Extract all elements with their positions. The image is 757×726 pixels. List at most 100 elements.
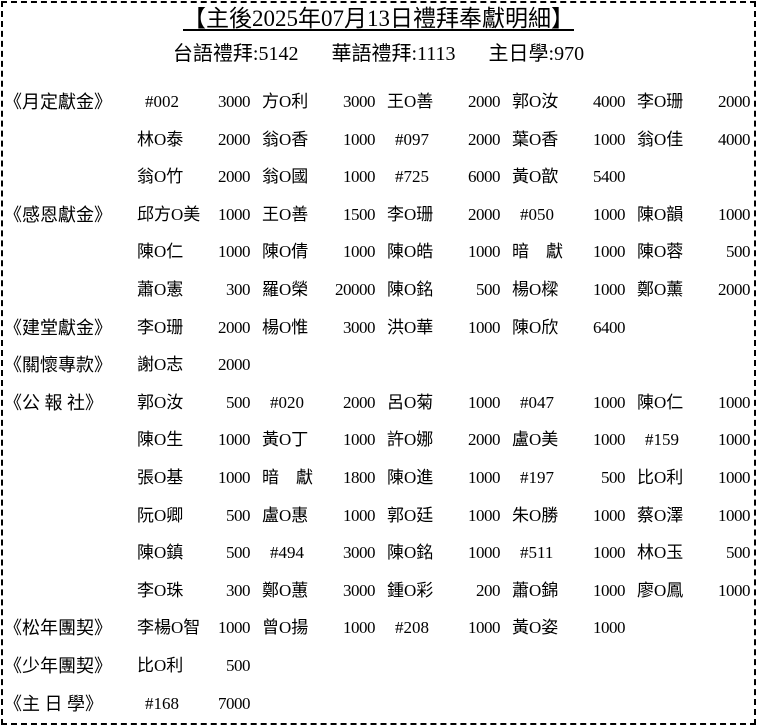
donor-name: #725	[395, 167, 429, 187]
offering-row: 《月定獻金》 #002 3000 方O利 3000 王O善 2000 郭O汝 4000 李O珊 20…	[0, 87, 757, 117]
donor-name: 翁O竹	[137, 167, 184, 187]
amount: 1000	[593, 242, 626, 262]
offering-entry: #511 1000	[512, 538, 626, 568]
donor-name: 陳O皓	[387, 242, 434, 262]
amount: 1000	[718, 505, 751, 525]
donor-name: 盧O惠	[262, 505, 309, 525]
donor-name: #208	[395, 618, 429, 638]
amount: 2000	[468, 204, 501, 224]
donor-name: #020	[270, 392, 304, 412]
offering-entry: 盧O惠 1000	[262, 501, 376, 531]
amount: 500	[601, 468, 626, 487]
donor-name: 張O基	[137, 468, 184, 487]
donor-name: 王O善	[262, 204, 309, 224]
value: 5142	[258, 43, 299, 65]
offering-entry: 郭O汝 4000	[512, 87, 626, 117]
offering-row: 《松年團契》 李楊O智 1000 曾O揚 1000 #208 1000 黃O姿 1000	[0, 613, 757, 643]
amount: 1000	[468, 317, 501, 337]
amount: 7000	[218, 693, 251, 713]
donor-name: #097	[395, 129, 429, 149]
offering-row: 《公 報 社》 郭O汝 500 #020 2000 呂O菊 1000 #047 1000 陳O仁 1…	[0, 388, 757, 418]
donor-name: 陳O欣	[512, 317, 559, 337]
donor-name: #047	[520, 392, 554, 412]
offering-entry: 葉O香 1000	[512, 125, 626, 155]
amount: 1000	[593, 543, 626, 563]
donor-name: 蔡O澤	[637, 505, 684, 525]
amount: 1000	[718, 204, 751, 224]
amount: 1000	[718, 580, 751, 600]
offering-entry: 邱方O美 1000	[137, 200, 251, 230]
donor-name: 阮O卿	[137, 505, 184, 525]
offering-entry: 陳O生 1000	[137, 425, 251, 455]
donor-name: 翁O國	[262, 167, 309, 187]
donor-name: 陳O銘	[387, 280, 434, 299]
offering-entry: #097 2000	[387, 125, 501, 155]
amount: 2000	[468, 129, 501, 149]
offering-entry: 曾O揚 1000	[262, 613, 376, 643]
offering-entry: 陳O皓 1000	[387, 237, 501, 267]
amount: 1000	[218, 204, 251, 224]
amount: 2000	[218, 129, 251, 149]
donor-name: 陳O韻	[637, 204, 684, 224]
donor-name: 洪O華	[387, 317, 434, 337]
donor-name: 郭O汝	[512, 92, 559, 111]
offering-entry: 王O善 2000	[387, 87, 501, 117]
donor-name: 鍾O彩	[387, 580, 434, 600]
offering-entry: 羅O榮 20000	[262, 275, 376, 305]
donor-name: #197	[520, 468, 554, 487]
amount: 200	[476, 580, 501, 600]
offering-entry: 林O泰 2000	[137, 125, 251, 155]
donor-name: 陳O蓉	[637, 242, 684, 262]
amount: 6400	[593, 317, 626, 337]
amount: 6000	[468, 167, 501, 187]
offering-entry: 林O玉 500	[637, 538, 751, 568]
amount: 2000	[218, 317, 251, 337]
offering-entry: #168 7000	[137, 689, 251, 719]
offering-entry: #159 1000	[637, 425, 751, 455]
offering-entry: 翁O竹 2000	[137, 162, 251, 192]
offering-row: 《少年團契》 比O利 500	[0, 651, 757, 681]
donor-name: #494	[270, 543, 304, 563]
amount: 500	[226, 543, 251, 563]
offering-row: 翁O竹 2000 翁O國 1000 #725 6000 黃O歆 5400	[0, 162, 757, 192]
amount: 300	[226, 280, 251, 299]
amount: 20000	[335, 280, 376, 299]
amount: 500	[226, 656, 251, 675]
offering-entry: 許O娜 2000	[387, 425, 501, 455]
donor-name: #050	[520, 204, 554, 224]
offering-entry: 陳O進 1000	[387, 463, 501, 493]
amount: 2000	[218, 167, 251, 187]
amount: 1000	[218, 468, 251, 487]
donor-name: 朱O勝	[512, 505, 559, 525]
amount: 1000	[593, 618, 626, 638]
offering-entry: 謝O志 2000	[137, 350, 251, 380]
offering-entry: 陳O銘 1000	[387, 538, 501, 568]
amount: 3000	[218, 92, 251, 111]
offering-entry: 蕭O錦 1000	[512, 576, 626, 606]
offering-row: 阮O卿 500 盧O惠 1000 郭O廷 1000 朱O勝 1000 蔡O澤 1000	[0, 501, 757, 531]
amount: 1000	[468, 392, 501, 412]
offering-entry: 阮O卿 500	[137, 501, 251, 531]
title-text: 【主後2025年07月13日禮拜奉獻明細】	[183, 6, 574, 31]
amount: 500	[226, 392, 251, 412]
offering-row: 《建堂獻金》 李O珊 2000 楊O惟 3000 洪O華 1000 陳O欣 6400	[0, 313, 757, 343]
offering-entry: 蕭O憲 300	[137, 275, 251, 305]
amount: 1000	[468, 543, 501, 563]
donor-name: 郭O汝	[137, 392, 184, 412]
amount: 3000	[343, 580, 376, 600]
offering-entry: 楊O惟 3000	[262, 313, 376, 343]
donor-name: 盧O美	[512, 430, 559, 450]
amount: 1000	[593, 280, 626, 299]
donor-name: 翁O佳	[637, 129, 684, 149]
offering-entry: 翁O國 1000	[262, 162, 376, 192]
donor-name: #168	[145, 693, 179, 713]
offering-entry: #197 500	[512, 463, 626, 493]
donor-name: 暗 獻	[262, 468, 313, 487]
offering-entry: 陳O仁 1000	[637, 388, 751, 418]
offering-entry: 洪O華 1000	[387, 313, 501, 343]
offering-entry: 朱O勝 1000	[512, 501, 626, 531]
offering-entry: 黃O姿 1000	[512, 613, 626, 643]
amount: 2000	[718, 280, 751, 299]
label: 華語禮拜	[331, 43, 412, 65]
offering-entry: 郭O廷 1000	[387, 501, 501, 531]
